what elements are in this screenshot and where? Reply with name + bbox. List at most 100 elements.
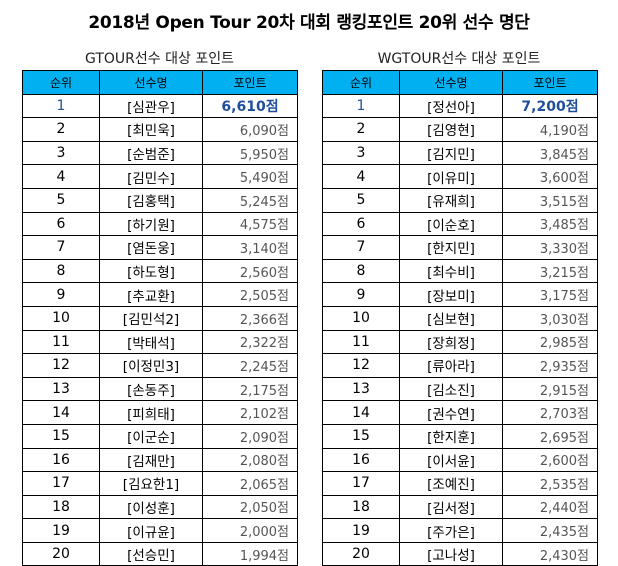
player-name-cell: [순범준] [99,140,203,166]
rank-cell: 9 [22,282,100,307]
rank-cell: 6 [22,211,100,237]
points-cell: 4,575점 [202,211,298,237]
table-row: 14 [피희태] 2,102점 [22,400,298,425]
rank-cell: 10 [22,305,100,331]
table-row: 16 [이서윤] 2,600점 [322,447,598,473]
player-name-cell: [이서윤] [399,447,503,473]
rank-cell: 20 [22,541,100,566]
player-name-cell: [김서정] [399,494,503,520]
gtour-table-body: 1 [심관우] 6,610점 2 [최민욱] 6,090점 3 [순범준] 5,950점 4 [김민… [22,93,298,566]
player-name-header: 선수명 [99,70,203,95]
table-row: 18 [이성훈] 2,050점 [22,494,298,520]
player-name-cell: [박태석] [99,329,203,355]
points-cell: 5,950점 [202,140,298,166]
points-cell: 2,366점 [202,305,298,331]
table-row: 10 [김민석2] 2,366점 [22,305,298,331]
player-name-cell: [이규윤] [99,518,203,543]
rank-cell: 18 [322,494,400,520]
table-row: 7 [염돈웅] 3,140점 [22,235,298,260]
rank-cell: 7 [322,235,400,260]
rank-cell: 6 [322,211,400,237]
wgtour-ranking-table: 순위 선수명 포인트 1 [정선아] 7,200점 2 [김영현] 4,190점 3 [김지민… [322,70,598,566]
table-row: 15 [이군순] 2,090점 [22,423,298,449]
table-row: 5 [김홍택] 5,245점 [22,187,298,213]
player-name-cell: [이순호] [399,211,503,237]
points-cell: 2,600점 [502,447,598,473]
player-name-header: 선수명 [399,70,503,95]
player-name-cell: [한지훈] [399,423,503,449]
page-title: 2018년 Open Tour 20차 대회 랭킹포인트 20위 선수 명단 [88,13,530,33]
rank-cell: 13 [22,376,100,402]
rank-cell: 14 [22,400,100,425]
rank-cell: 5 [22,187,100,213]
table-row: 18 [김서정] 2,440점 [322,494,598,520]
points-cell: 2,000점 [202,518,298,543]
points-cell: 3,175점 [502,282,598,307]
table-row: 6 [하기원] 4,575점 [22,211,298,237]
player-name-cell: [하도형] [99,258,203,284]
rank-cell: 16 [322,447,400,473]
points-cell: 2,505점 [202,282,298,307]
table-row: 14 [권수연] 2,703점 [322,400,598,425]
points-cell: 5,245점 [202,187,298,213]
table-row: 17 [조예진] 2,535점 [322,471,598,496]
rank-header: 순위 [322,70,400,95]
table-row: 7 [한지민] 3,330점 [322,235,598,260]
table-row: 20 [선승민] 1,994점 [22,541,298,566]
points-cell: 3,515점 [502,187,598,213]
table-row: 4 [김민수] 5,490점 [22,164,298,189]
rank-cell: 1 [322,93,400,119]
table-header-row: 순위 선수명 포인트 [22,70,298,95]
points-cell: 2,090점 [202,423,298,449]
table-row: 3 [김지민] 3,845점 [322,140,598,166]
points-cell: 2,080점 [202,447,298,473]
player-name-cell: [정선아] [399,93,503,119]
rank-cell: 8 [22,258,100,284]
gtour-ranking-table: 순위 선수명 포인트 1 [심관우] 6,610점 2 [최민욱] 6,090점 3 [순범준… [22,70,298,566]
points-cell: 2,935점 [502,353,598,378]
table-row: 20 [고나성] 2,430점 [322,541,598,566]
player-name-cell: [심관우] [99,93,203,119]
points-cell: 6,090점 [202,117,298,142]
points-header: 포인트 [502,70,598,95]
player-name-cell: [유재희] [399,187,503,213]
table-row: 8 [하도형] 2,560점 [22,258,298,284]
player-name-cell: [김홍택] [99,187,203,213]
points-cell: 2,440점 [502,494,598,520]
rank-cell: 2 [322,117,400,142]
points-cell: 6,610점 [202,93,298,119]
rank-cell: 15 [322,423,400,449]
points-cell: 5,490점 [202,164,298,189]
table-row: 1 [심관우] 6,610점 [22,93,298,119]
rank-cell: 19 [22,518,100,543]
wgtour-table-body: 1 [정선아] 7,200점 2 [김영현] 4,190점 3 [김지민] 3,845점 4 [이유… [322,93,598,566]
table-row: 17 [김요한1] 2,065점 [22,471,298,496]
player-name-cell: [최수비] [399,258,503,284]
table-row: 12 [이정민3] 2,245점 [22,353,298,378]
player-name-cell: [김소진] [399,376,503,402]
rank-cell: 15 [22,423,100,449]
rank-cell: 12 [22,353,100,378]
rank-header: 순위 [22,70,100,95]
rank-cell: 12 [322,353,400,378]
player-name-cell: [김민석2] [99,305,203,331]
points-cell: 3,845점 [502,140,598,166]
rank-cell: 3 [322,140,400,166]
rank-cell: 1 [22,93,100,119]
player-name-cell: [선승민] [99,541,203,566]
player-name-cell: [이정민3] [99,353,203,378]
table-row: 13 [김소진] 2,915점 [322,376,598,402]
points-cell: 1,994점 [202,541,298,566]
table-row: 3 [순범준] 5,950점 [22,140,298,166]
rank-cell: 11 [22,329,100,355]
rank-cell: 5 [322,187,400,213]
rank-cell: 7 [22,235,100,260]
table-row: 2 [김영현] 4,190점 [322,117,598,142]
table-row: 13 [손동주] 2,175점 [22,376,298,402]
points-cell: 2,430점 [502,541,598,566]
player-name-cell: [김요한1] [99,471,203,496]
table-row: 11 [박태석] 2,322점 [22,329,298,355]
points-cell: 2,245점 [202,353,298,378]
table-header-row: 순위 선수명 포인트 [322,70,598,95]
points-cell: 2,175점 [202,376,298,402]
